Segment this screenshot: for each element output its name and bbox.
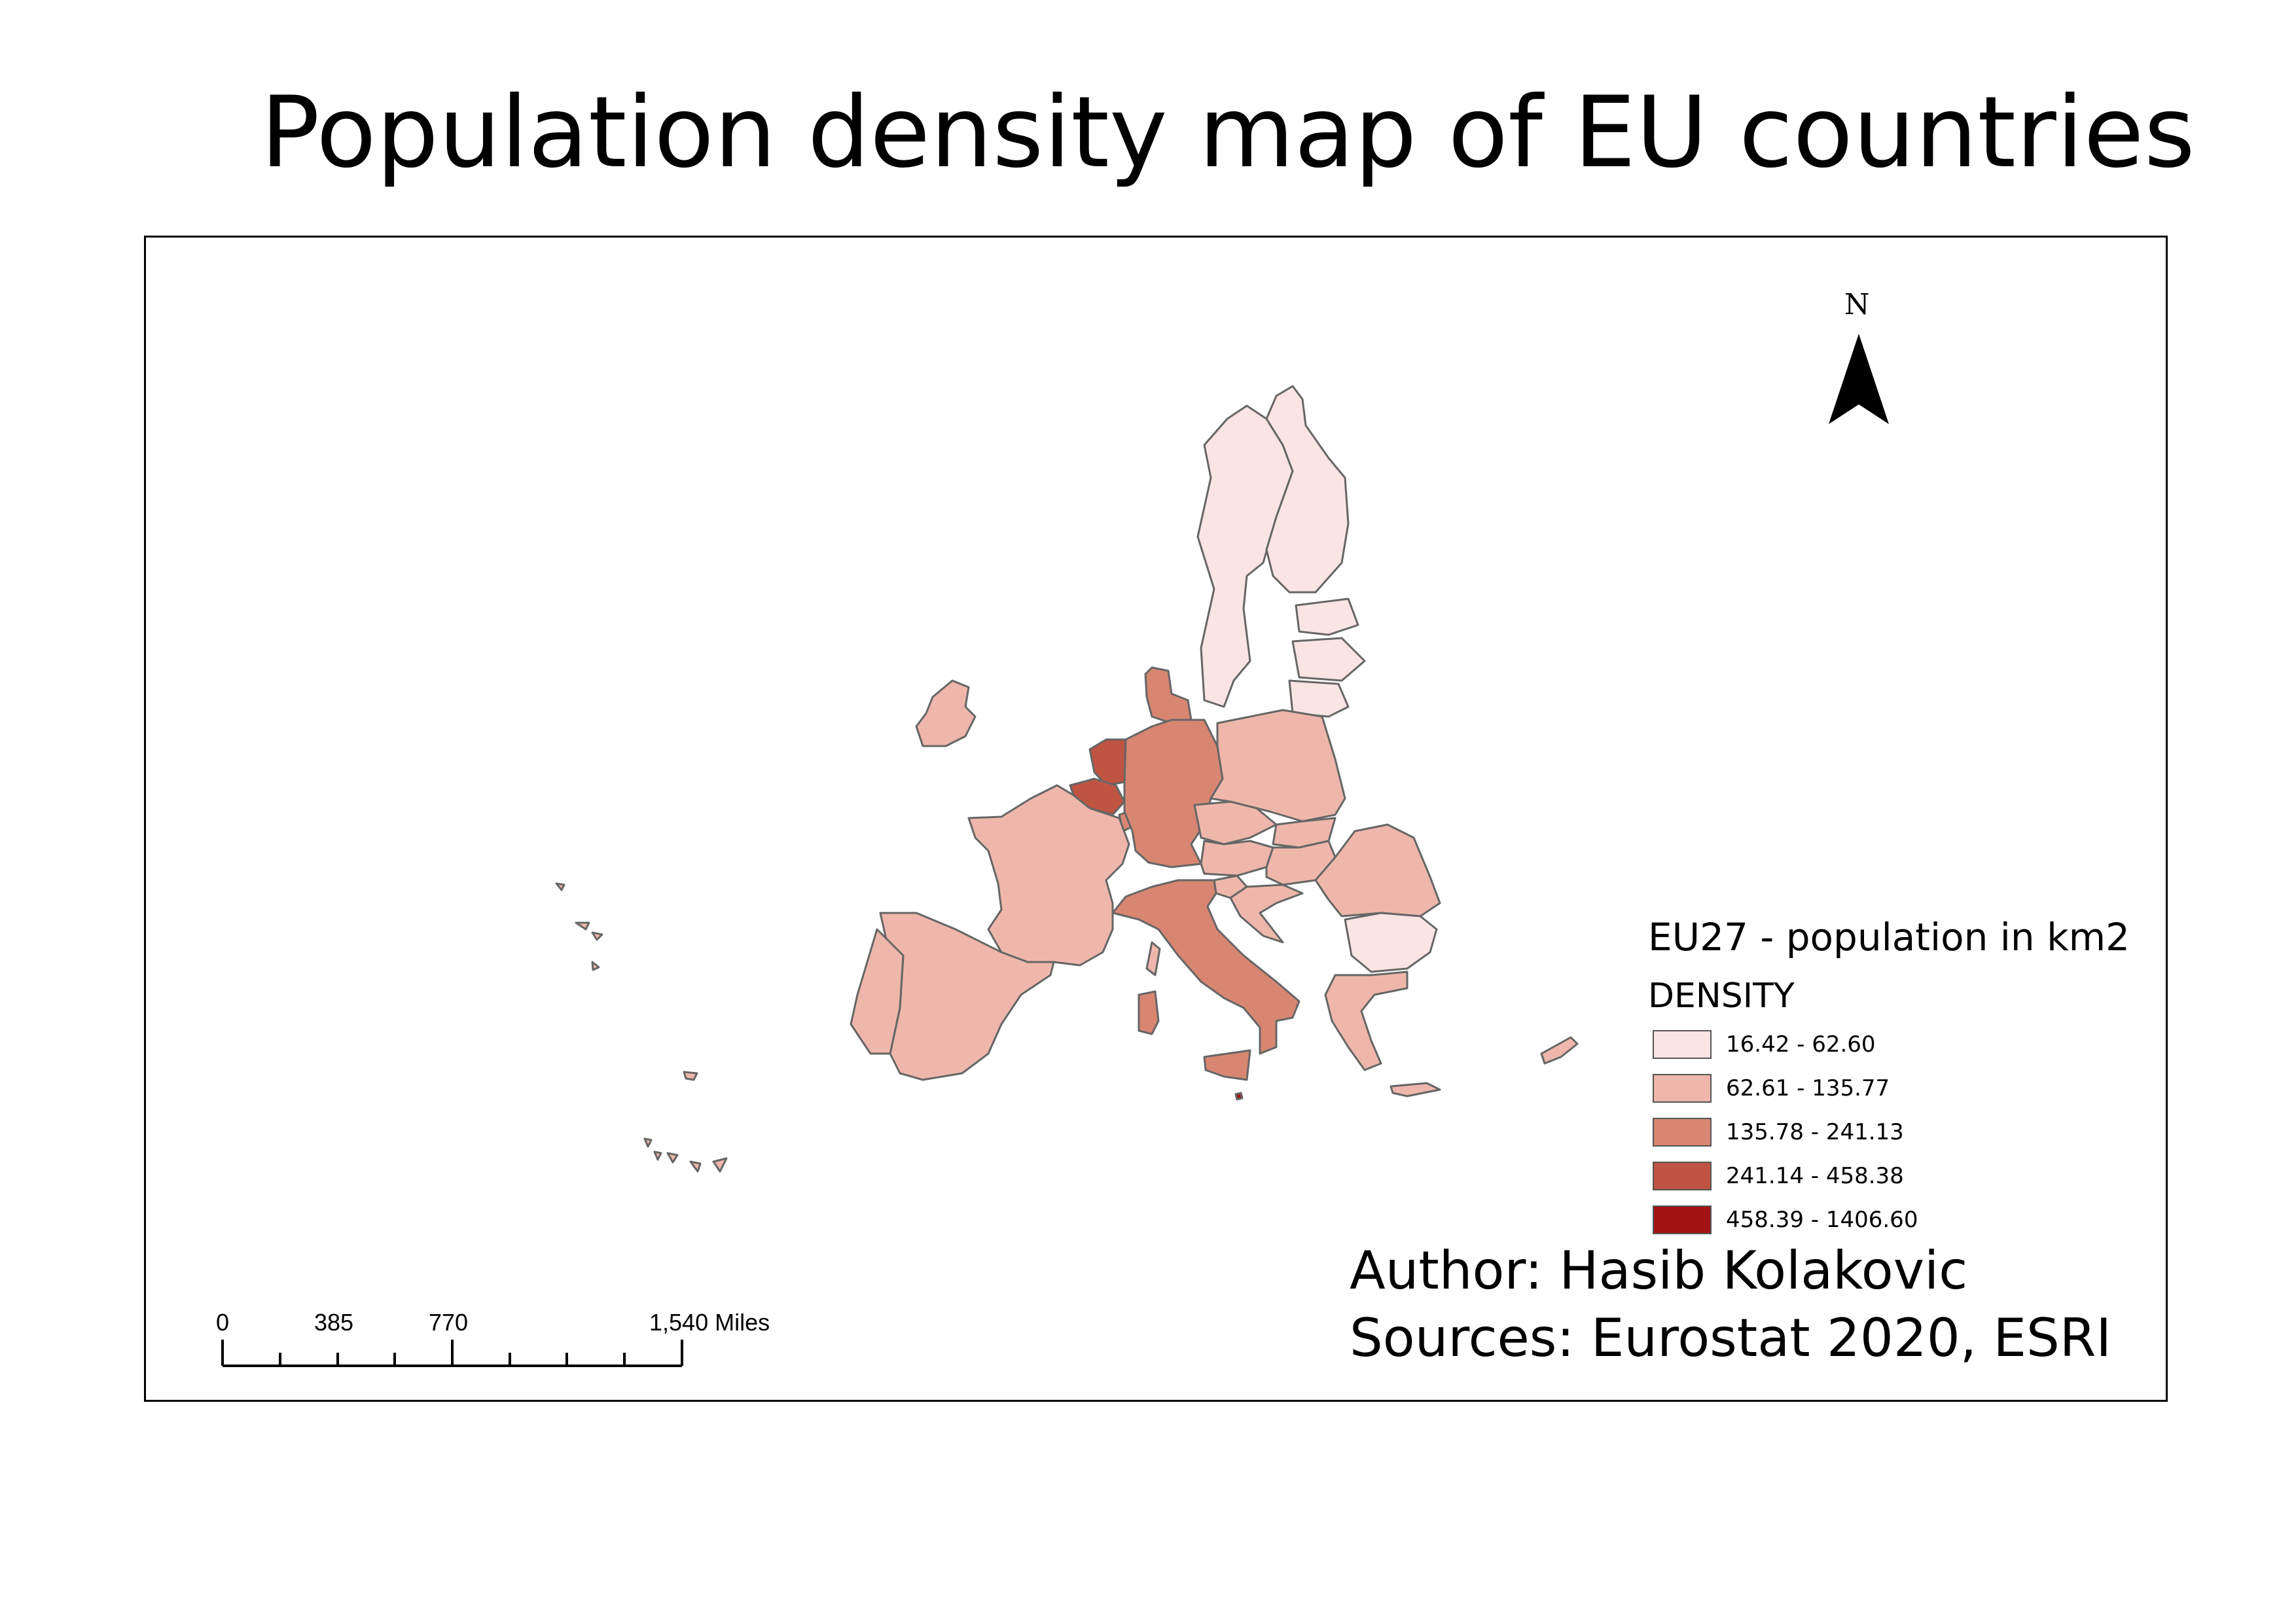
country-estonia	[1295, 597, 1359, 636]
scale-bar	[221, 1340, 683, 1367]
legend-label: 16.42 - 62.60	[1726, 1031, 1876, 1058]
country-finland	[1265, 385, 1350, 594]
country-greece	[1324, 971, 1408, 1071]
islands-madeira	[683, 1071, 698, 1081]
country-lithuania	[1288, 679, 1350, 718]
country-bulgaria	[1344, 912, 1438, 973]
legend-label: 458.39 - 1406.60	[1726, 1207, 1918, 1233]
legend-label: 135.78 - 241.13	[1726, 1119, 1904, 1145]
country-denmark	[1144, 666, 1193, 724]
country-latvia	[1291, 637, 1366, 682]
legend-swatch	[1653, 1030, 1712, 1059]
country-czechia	[1193, 800, 1278, 846]
north-arrow-icon	[1829, 334, 1889, 424]
country-germany	[1123, 719, 1224, 868]
legend-field: DENSITY	[1648, 976, 1795, 1016]
legend-label: 241.14 - 458.38	[1726, 1163, 1904, 1189]
scale-label-1540: 1,540 Miles	[649, 1309, 770, 1336]
country-austria	[1200, 840, 1274, 877]
map-frame	[144, 236, 2168, 1402]
country-sicily	[1203, 1049, 1251, 1081]
country-corsica	[1145, 941, 1161, 976]
country-cyprus	[1540, 1036, 1579, 1065]
country-portugal	[850, 928, 905, 1055]
islands-canary	[643, 1137, 728, 1173]
scale-label-770: 770	[429, 1309, 469, 1336]
map-title: Population density map of EU countries	[260, 76, 2195, 190]
legend-swatch	[1653, 1118, 1712, 1147]
author-credit: Author: Hasib Kolakovic	[1350, 1240, 1968, 1301]
country-sardinia	[1138, 990, 1160, 1035]
legend-swatch	[1653, 1162, 1712, 1190]
islands-azores	[555, 882, 603, 971]
scale-label-0: 0	[216, 1309, 230, 1336]
country-croatia	[1229, 883, 1304, 944]
country-romania	[1314, 823, 1441, 918]
country-france	[967, 784, 1130, 967]
legend-label: 62.61 - 135.77	[1726, 1075, 1890, 1101]
legend-title: EU27 - population in km2	[1648, 915, 2130, 959]
sources-credit: Sources: Eurostat 2020, ESRI	[1350, 1308, 2111, 1368]
legend-swatch	[1653, 1205, 1712, 1234]
country-italy	[1111, 879, 1300, 1055]
country-malta	[1234, 1092, 1244, 1101]
country-crete	[1390, 1082, 1441, 1097]
scale-label-385: 385	[314, 1309, 354, 1336]
country-ireland	[915, 679, 977, 747]
north-arrow-label: N	[1844, 288, 1870, 321]
legend-swatch	[1653, 1074, 1712, 1103]
